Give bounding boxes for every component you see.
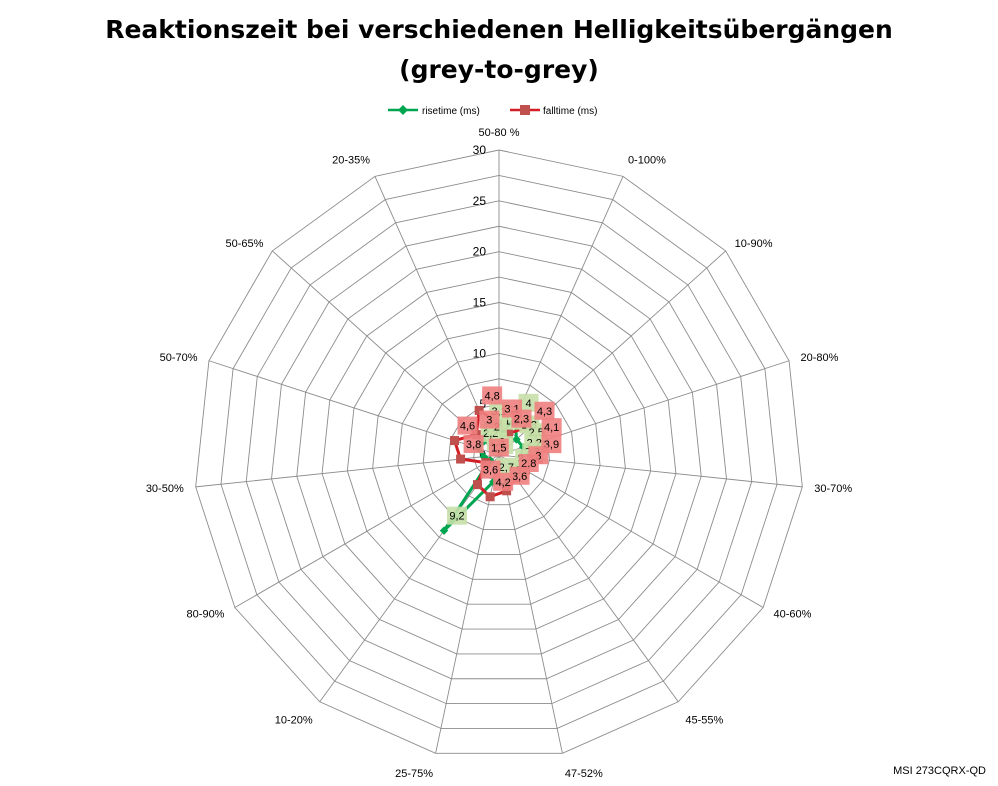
category-label: 80-90%: [187, 609, 225, 621]
risetime-data-label-bg: [447, 506, 468, 525]
falltime-point: [504, 429, 514, 439]
falltime-data-label: 3,6: [483, 465, 498, 477]
grid-spoke: [319, 454, 500, 703]
falltime-point: [471, 430, 481, 440]
falltime-data-label-bg: [482, 386, 503, 405]
grid-spoke: [498, 454, 563, 754]
grid-spoke: [234, 454, 500, 608]
falltime-point: [502, 486, 512, 496]
falltime-point: [472, 480, 482, 490]
falltime-data-label: 4,2: [495, 477, 510, 489]
falltime-data-label: 4,1: [544, 422, 559, 434]
grid-spoke: [498, 454, 803, 488]
falltime-data-label-bg: [541, 418, 562, 437]
grid-spoke: [498, 454, 679, 703]
falltime-data-label-bg: [457, 416, 478, 435]
grid-ring: [220, 174, 778, 729]
category-label: 50-80 %: [479, 127, 520, 139]
risetime-data-label: 4: [525, 398, 531, 410]
category-label: 30-70%: [814, 483, 852, 495]
grid-spoke: [498, 454, 764, 608]
falltime-data-label: 3,8: [466, 439, 481, 451]
tick-label: 30: [473, 143, 487, 157]
grid-spoke: [435, 454, 500, 754]
grid-ring: [397, 352, 601, 555]
legend: risetime (ms) falltime (ms): [388, 105, 597, 117]
tick-label: 20: [473, 245, 487, 259]
legend-risetime-marker: [398, 105, 408, 115]
grid-spoke: [195, 454, 500, 488]
chart-title-line-1: Reaktionszeit bei verschiedenen Helligke…: [105, 15, 893, 44]
risetime-data-label-bg: [518, 393, 539, 412]
grid-ring: [372, 327, 626, 580]
falltime-point: [450, 436, 460, 446]
grid-ring: [195, 149, 803, 754]
category-label: 10-20%: [275, 714, 313, 726]
category-label: 30-50%: [146, 483, 184, 495]
radar-grid: [195, 149, 803, 754]
legend-item-risetime: risetime (ms): [388, 105, 480, 117]
falltime-data-label: 1,5: [491, 443, 506, 455]
data-labels: 1,942,32,52,22,32,232,79,211,52,223,13,1…: [447, 386, 562, 525]
category-label: 47-52%: [565, 768, 603, 780]
model-watermark: MSI 273CQRX-QD: [893, 765, 986, 777]
chart-title-line-2: (grey-to-grey): [399, 55, 599, 84]
tick-label: 25: [473, 194, 487, 208]
falltime-data-label-bg: [479, 410, 500, 429]
legend-falltime-label: falltime (ms): [543, 106, 597, 117]
risetime-data-label: 9,2: [449, 511, 464, 523]
falltime-data-label: 4,8: [485, 390, 500, 402]
falltime-point: [485, 492, 495, 502]
category-label: 40-60%: [774, 609, 812, 621]
falltime-data-label: 3: [486, 415, 492, 427]
falltime-point: [456, 454, 466, 464]
tick-label: 15: [473, 296, 487, 310]
grid-ring: [346, 302, 652, 605]
grid-ring: [422, 378, 576, 531]
falltime-data-label: 3,6: [512, 471, 527, 483]
grid-ring: [271, 225, 727, 680]
falltime-data-label-bg: [511, 409, 532, 428]
falltime-data-label: 4,3: [537, 406, 552, 418]
category-label: 45-55%: [685, 714, 723, 726]
falltime-data-label: 2,3: [514, 414, 529, 426]
category-label: 10-90%: [735, 238, 773, 250]
tick-label: 10: [473, 346, 487, 360]
category-label: 50-65%: [225, 238, 263, 250]
grid-ring: [321, 276, 677, 630]
falltime-data-label-bg: [509, 466, 530, 485]
category-label: 0-100%: [628, 154, 666, 166]
legend-falltime-marker: [520, 105, 530, 115]
grid-ring: [245, 200, 753, 705]
category-label: 50-70%: [160, 352, 198, 364]
falltime-point: [474, 405, 484, 415]
legend-risetime-label: risetime (ms): [422, 106, 480, 117]
falltime-data-label-bg: [480, 460, 501, 479]
falltime-data-label-bg: [488, 438, 509, 457]
falltime-data-label: 4,6: [460, 421, 475, 433]
grid-ring: [296, 251, 702, 655]
category-labels: 50-80 % 0-100% 10-90% 20-80% 30-70% 40-60% 45-…: [146, 127, 853, 780]
legend-item-falltime: falltime (ms): [510, 105, 597, 117]
category-label: 25-75%: [395, 768, 433, 780]
category-label: 20-35%: [332, 154, 370, 166]
risetime-point: [439, 526, 449, 535]
falltime-data-label-bg: [463, 435, 484, 454]
risetime-point: [512, 435, 521, 444]
falltime-data-label-bg: [534, 401, 555, 420]
category-label: 20-80%: [800, 352, 838, 364]
